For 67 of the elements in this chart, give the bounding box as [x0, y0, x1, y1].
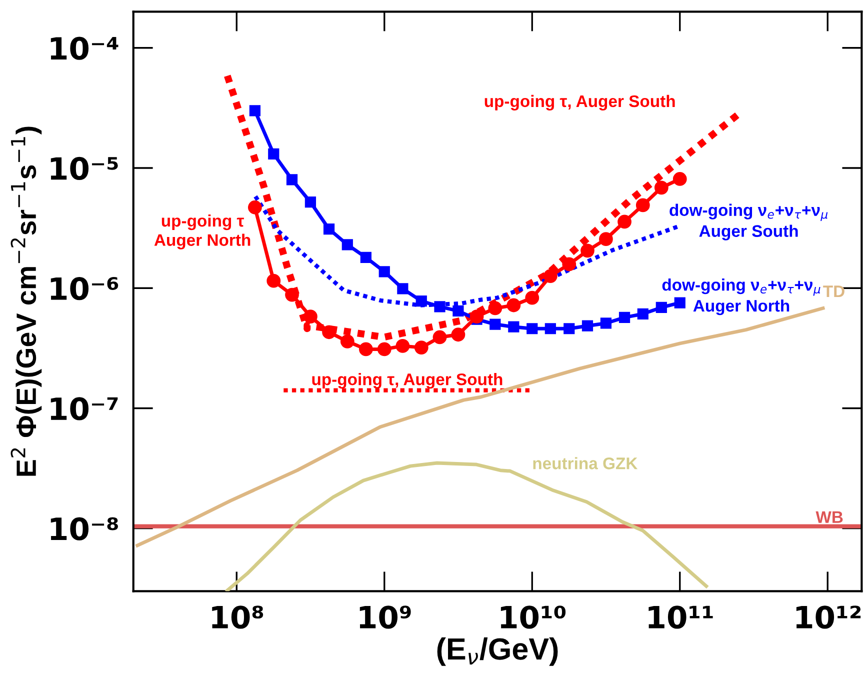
series-label: up-going τ, Auger South: [312, 373, 502, 389]
point: [434, 301, 446, 312]
series-label: neutrina GZK: [533, 457, 638, 470]
point: [508, 321, 520, 332]
point: [562, 257, 576, 272]
point: [396, 339, 410, 353]
point: [618, 214, 632, 229]
point: [360, 252, 372, 264]
point: [636, 198, 650, 212]
point: [397, 283, 408, 294]
point: [286, 174, 298, 186]
text: dow-going ν$_{e}$+ν$_{τ}$+ν$_{μ}$ Auger North: [662, 278, 820, 316]
point: [654, 180, 668, 195]
point: [377, 342, 392, 356]
y-tick-label: 10⁻⁵: [50, 156, 118, 180]
point: [304, 196, 316, 208]
text: dow-going ν$_{e}$+ν$_{τ}$+ν$_{μ}$ Auger South: [670, 204, 828, 240]
point: [506, 298, 521, 312]
point: [304, 310, 318, 324]
x-tick-label: 10⁸: [212, 606, 264, 629]
point: [525, 290, 540, 305]
point: [452, 305, 464, 317]
point: [266, 274, 281, 288]
point: [416, 296, 427, 307]
x-tick-label: 10¹¹: [648, 606, 713, 629]
point: [580, 244, 594, 258]
point: [323, 224, 335, 235]
x-tick-label: 10¹²: [796, 606, 861, 629]
point: [656, 302, 667, 314]
ref-line-label: WB: [816, 511, 843, 523]
point: [637, 308, 648, 320]
point: [599, 232, 613, 246]
point: [618, 312, 630, 323]
point: [543, 269, 558, 283]
series-label: up-going τ Auger North: [154, 214, 250, 250]
y-tick-label: 10⁻⁴: [50, 36, 118, 60]
point: [340, 334, 354, 348]
point: [451, 328, 466, 342]
point: [378, 266, 390, 278]
point: [544, 323, 556, 334]
y-tick-label: 10⁻⁸: [50, 517, 118, 540]
point: [490, 318, 501, 330]
x-axis-title: (E$_{ν}$/GeV): [437, 637, 558, 666]
point: [342, 239, 353, 250]
point: [672, 172, 687, 186]
point: [322, 325, 336, 340]
text: up-going τ, Auger South: [484, 94, 675, 110]
point: [285, 288, 299, 302]
point: [358, 342, 373, 356]
x-tick-label: 10¹⁰: [500, 606, 566, 629]
y-tick-label: 10⁻⁶: [50, 277, 118, 300]
point: [564, 323, 575, 334]
point: [248, 200, 262, 214]
point: [674, 297, 686, 308]
point: [600, 318, 612, 329]
y-tick-label: 10⁻⁷: [50, 397, 118, 420]
point: [488, 301, 502, 316]
point: [526, 323, 538, 334]
point: [268, 148, 280, 160]
point: [470, 310, 484, 324]
point: [414, 340, 428, 354]
x-tick-label: 10⁹: [360, 606, 411, 629]
point: [249, 105, 260, 116]
text: E$^{2}$ Φ(E)(GeV cm$^{−2}$sr$^{−1}$s$^{−1}$): [10, 126, 42, 476]
point: [432, 330, 447, 344]
point: [582, 320, 594, 332]
series-label: TD: [823, 286, 844, 298]
